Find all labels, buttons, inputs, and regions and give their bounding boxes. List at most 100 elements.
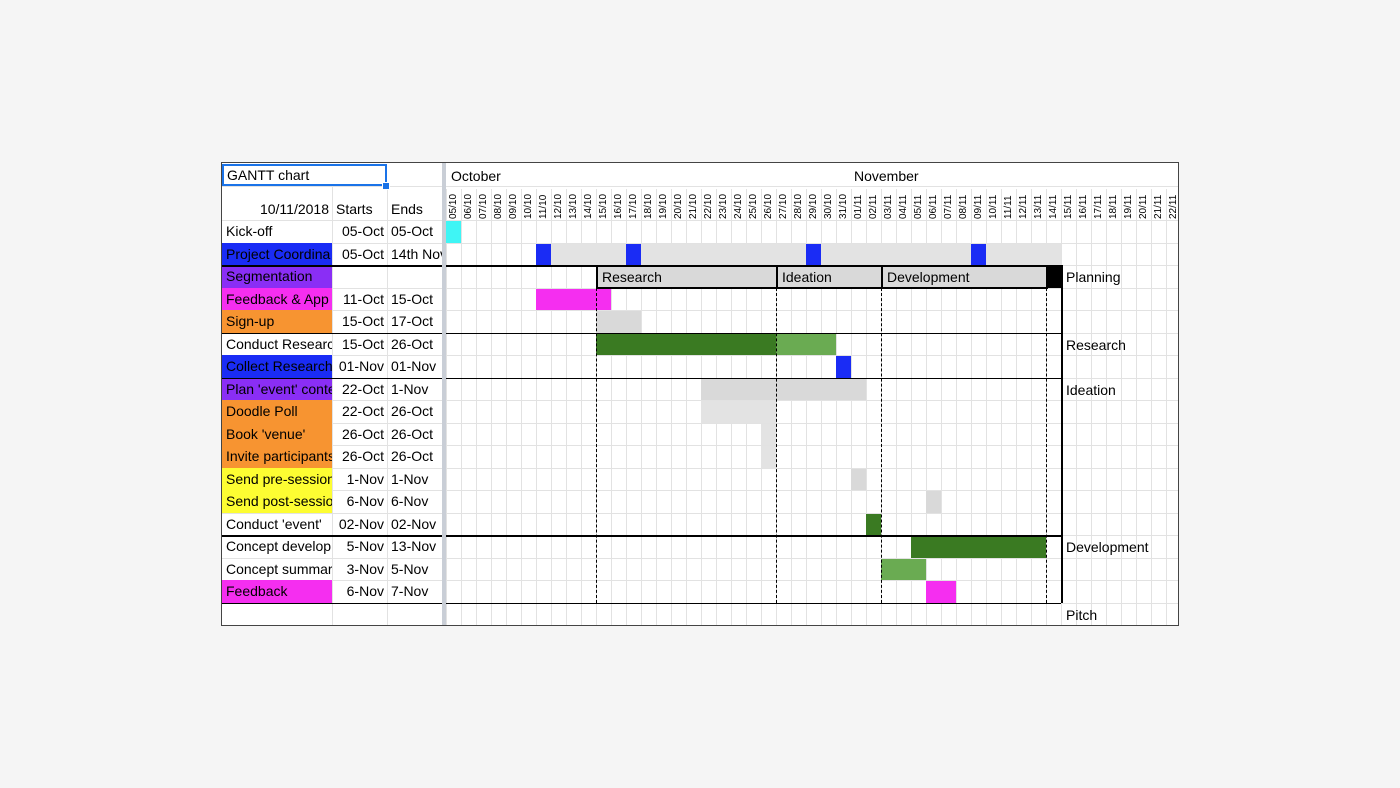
task-name[interactable]: Feedback [222, 580, 332, 603]
task-end[interactable]: 5-Nov [391, 560, 429, 577]
grid-row-line [222, 220, 1178, 221]
task-end[interactable] [387, 265, 445, 288]
month-october: October [451, 168, 501, 184]
grid-col-line [1121, 189, 1122, 625]
day-header: 13/11 [1033, 194, 1044, 219]
task-end[interactable]: 7-Nov [391, 583, 429, 599]
selection-handle[interactable] [382, 182, 390, 190]
task-name[interactable]: Concept summar [226, 560, 332, 577]
task-start[interactable]: 26-Oct [341, 425, 384, 442]
gantt-bar [926, 491, 941, 513]
task-end[interactable]: 1-Nov [391, 380, 429, 397]
task-start[interactable]: 15-Oct [341, 335, 384, 352]
task-end[interactable]: 13-Nov [391, 538, 437, 554]
task-end[interactable]: 26-Oct [391, 335, 434, 352]
task-start[interactable]: 22-Oct [341, 380, 384, 397]
task-name[interactable]: Segmentation [222, 265, 332, 288]
gantt-bar [926, 581, 956, 603]
task-name[interactable]: Project Coordina [222, 242, 332, 265]
task-name[interactable]: Plan 'event' conte [222, 377, 332, 400]
task-start[interactable]: 11-Oct [343, 290, 384, 307]
day-header: 19/11 [1123, 194, 1134, 219]
day-header: 22/11 [1168, 194, 1179, 219]
task-end[interactable]: 05-Oct [391, 223, 434, 239]
task-end[interactable]: 17-Oct [391, 313, 434, 329]
task-start[interactable]: 22-Oct [341, 403, 384, 419]
task-end[interactable]: 6-Nov [391, 493, 429, 509]
day-header: 12/11 [1018, 194, 1029, 219]
day-header: 17/10 [628, 193, 639, 219]
task-start[interactable]: 3-Nov [346, 560, 384, 577]
day-header: 07/11 [943, 194, 954, 219]
task-start[interactable] [332, 265, 387, 288]
task-end[interactable]: 1-Nov [391, 470, 429, 487]
grid-col-line [551, 189, 552, 625]
day-header: 20/10 [673, 193, 684, 219]
task-name[interactable]: Feedback & App [222, 287, 332, 310]
task-end[interactable]: 15-Oct [391, 290, 434, 307]
task-name[interactable]: Concept develop [226, 538, 332, 554]
task-name[interactable]: Book 'venue' [222, 422, 332, 445]
phase-header: Research [596, 265, 778, 289]
grid-row-line [222, 355, 1178, 356]
grid-col-line [611, 189, 612, 625]
grid-col-line [791, 189, 792, 625]
grid-row-line [222, 400, 1178, 401]
grid-col-line [806, 189, 807, 625]
task-start[interactable]: 6-Nov [346, 493, 384, 509]
task-start[interactable]: 01-Nov [338, 358, 384, 374]
task-end[interactable]: 26-Oct [391, 425, 434, 442]
task-start[interactable]: 5-Nov [346, 538, 384, 554]
grid-row-line [222, 580, 1178, 581]
task-start[interactable]: 26-Oct [341, 448, 384, 464]
grid-col-line [821, 189, 822, 625]
task-start[interactable]: 02-Nov [338, 515, 384, 532]
day-header: 24/10 [733, 193, 744, 219]
task-name[interactable]: Doodle Poll [222, 400, 332, 423]
grid-row-line [222, 242, 1178, 244]
task-name[interactable]: Send post-sessio [222, 490, 332, 513]
grid-row-line [222, 310, 1178, 311]
phase-boundary [596, 287, 597, 603]
task-start[interactable]: 05-Oct [341, 223, 384, 239]
day-header: 09/11 [973, 194, 984, 219]
grid-col-line [1166, 189, 1167, 625]
day-header: 21/11 [1153, 194, 1164, 219]
day-header: 05/10 [448, 193, 459, 219]
task-name[interactable]: Kick-off [226, 223, 273, 239]
task-end[interactable]: 14th Nov [391, 245, 445, 262]
task-start[interactable]: 6-Nov [346, 583, 384, 599]
grid-row-line [222, 186, 1178, 187]
section-separator [222, 332, 1061, 334]
task-name[interactable]: Conduct 'event' [226, 515, 322, 532]
task-name[interactable]: Sign-up [222, 310, 332, 333]
section-label: Ideation [1066, 381, 1116, 398]
grid-col-line [926, 189, 927, 625]
task-name[interactable]: Send pre-session [222, 467, 332, 490]
task-name[interactable]: Collect Research [222, 355, 332, 378]
day-header: 29/10 [808, 193, 819, 219]
task-name[interactable]: Invite participants [222, 445, 332, 468]
phase-boundary [1046, 287, 1047, 603]
task-end[interactable]: 26-Oct [391, 448, 434, 464]
day-header: 09/10 [508, 193, 519, 219]
task-end[interactable]: 01-Nov [391, 358, 437, 374]
task-name[interactable]: Conduct Researc [226, 335, 332, 352]
day-header: 14/10 [583, 193, 594, 219]
task-start[interactable]: 15-Oct [341, 313, 384, 329]
grid-col-line [446, 189, 447, 625]
task-start[interactable]: 05-Oct [341, 245, 384, 262]
section-label: Development [1066, 539, 1149, 555]
task-start[interactable]: 1-Nov [346, 470, 384, 487]
task-end[interactable]: 02-Nov [391, 515, 437, 532]
phase-boundary [881, 287, 882, 603]
gantt-bar [701, 401, 776, 423]
frozen-column-divider[interactable] [442, 163, 446, 625]
day-header: 06/10 [463, 193, 474, 219]
task-end[interactable]: 26-Oct [391, 403, 434, 419]
grid-col-line [956, 189, 957, 625]
grid-col-line [581, 189, 582, 625]
gantt-bar [596, 311, 641, 333]
day-header: 11/10 [538, 194, 549, 219]
title-cell[interactable]: GANTT chart [222, 164, 387, 186]
